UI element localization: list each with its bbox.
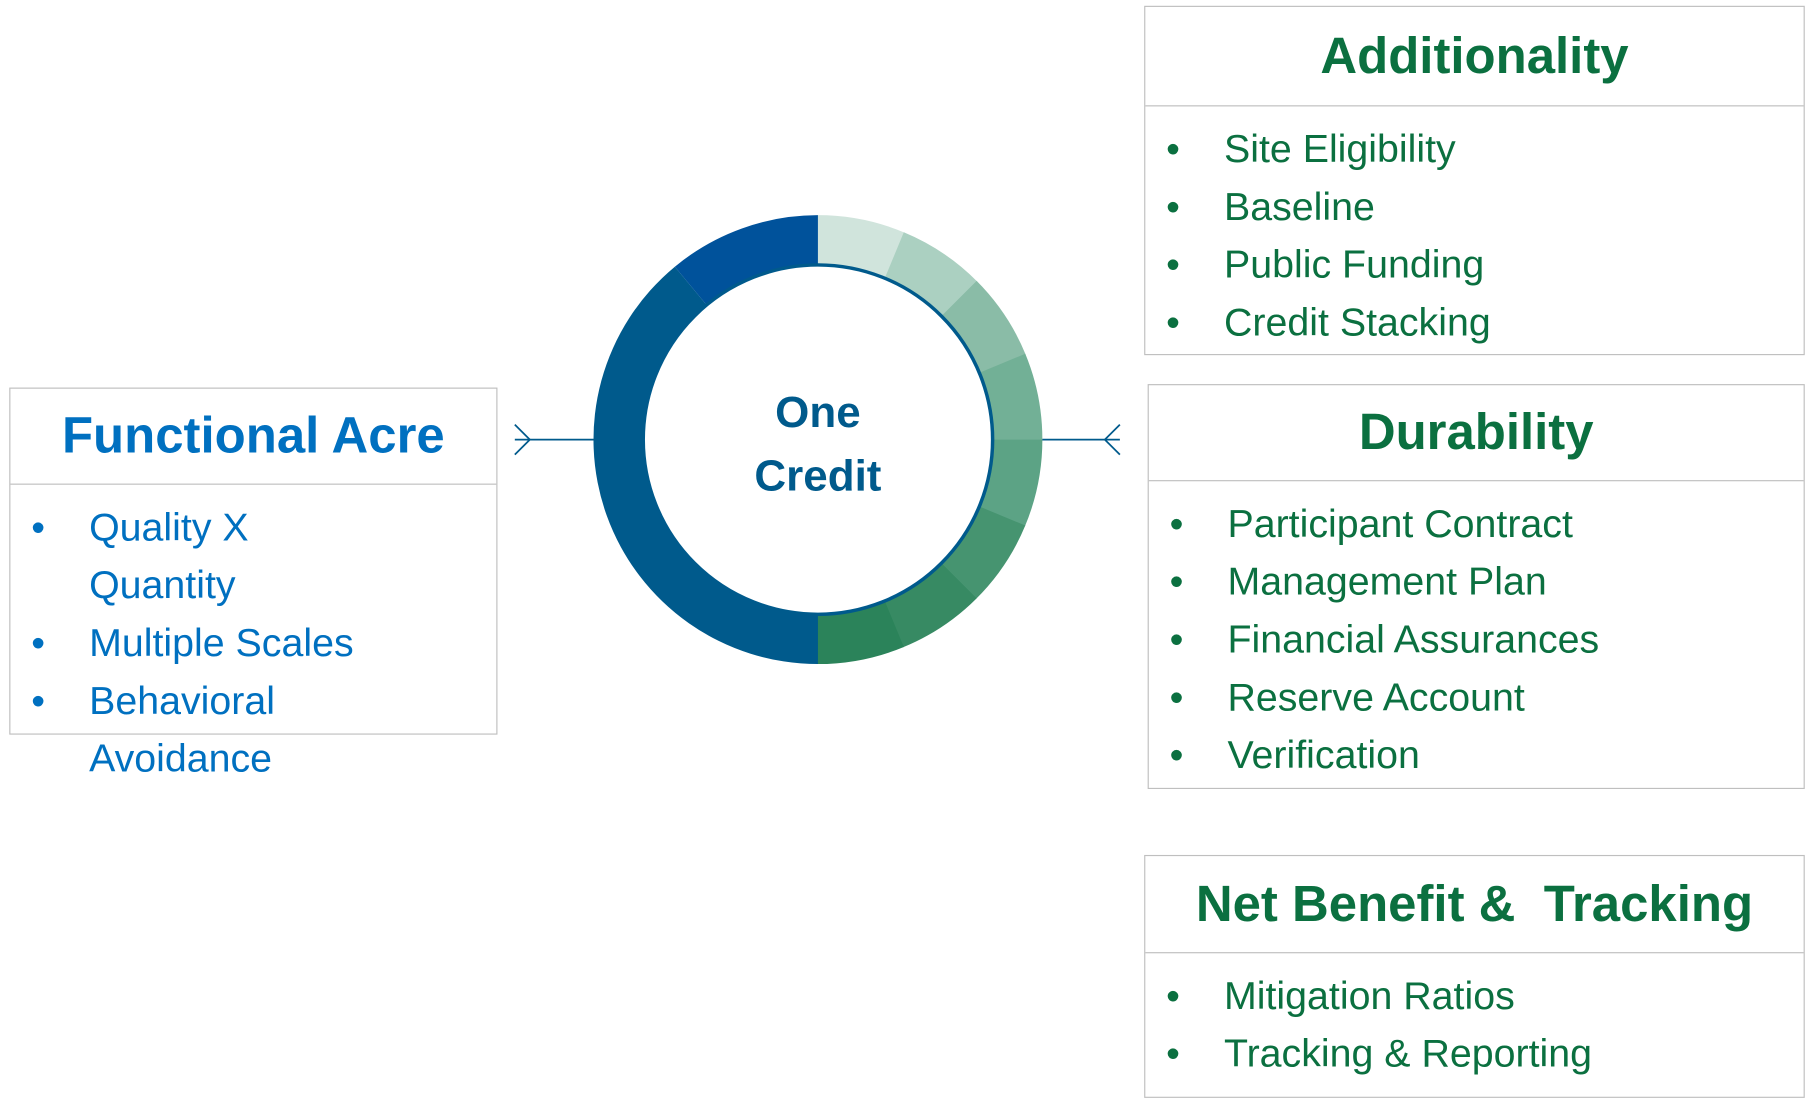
list-item: Reserve Account bbox=[1149, 669, 1804, 727]
connector bbox=[1104, 423, 1121, 441]
list-item: Verification bbox=[1149, 727, 1804, 785]
list-item: Multiple Scales bbox=[10, 614, 357, 672]
box: Net Benefit & TrackingMitigation RatiosT… bbox=[1144, 854, 1805, 1098]
inner-circle bbox=[641, 263, 995, 617]
ring-segment bbox=[883, 562, 977, 648]
item-list: Quality X QuantityMultiple ScalesBehavio… bbox=[10, 485, 357, 788]
ring-segment bbox=[593, 266, 818, 665]
ring-segment bbox=[978, 353, 1043, 441]
center-label: One Credit bbox=[702, 382, 933, 509]
ring-segment bbox=[977, 439, 1043, 527]
connector bbox=[1104, 439, 1121, 456]
center-line: One bbox=[775, 388, 861, 438]
box: AdditionalitySite EligibilityBaselinePub… bbox=[1144, 5, 1805, 356]
ring-segment bbox=[884, 232, 978, 318]
connector bbox=[514, 423, 531, 441]
list-item: Management Plan bbox=[1149, 553, 1804, 611]
list-item: Tracking & Reporting bbox=[1145, 1025, 1803, 1083]
list-item: Participant Contract bbox=[1149, 495, 1804, 553]
list-item: Quality X Quantity bbox=[10, 499, 357, 615]
box-title: Additionality bbox=[1145, 7, 1804, 107]
list-item: Baseline bbox=[1145, 178, 1803, 236]
box-title: Net Benefit & Tracking bbox=[1145, 856, 1804, 954]
box-title: Functional Acre bbox=[10, 389, 497, 485]
box-title: Durability bbox=[1148, 385, 1804, 482]
item-list: Site EligibilityBaselinePublic FundingCr… bbox=[1145, 106, 1803, 351]
connector bbox=[514, 439, 531, 456]
list-item: Financial Assurances bbox=[1149, 611, 1804, 669]
list-item: Site Eligibility bbox=[1145, 120, 1803, 178]
list-item: Behavioral Avoidance bbox=[10, 672, 357, 788]
ring-segment bbox=[816, 599, 904, 665]
box: DurabilityParticipant ContractManagement… bbox=[1147, 384, 1805, 790]
ring-segment bbox=[817, 215, 905, 280]
list-item: Mitigation Ratios bbox=[1145, 967, 1803, 1025]
list-item: Public Funding bbox=[1145, 236, 1803, 294]
list-item: Credit Stacking bbox=[1145, 294, 1803, 352]
item-list: Mitigation RatiosTracking & Reporting bbox=[1145, 953, 1803, 1083]
center-line: Credit bbox=[754, 452, 882, 501]
box: Functional Acre Quality X QuantityMultipl… bbox=[9, 387, 498, 781]
ring-segment bbox=[940, 506, 1026, 600]
item-list: Participant ContractManagement PlanFinan… bbox=[1149, 481, 1804, 784]
ring-segment bbox=[674, 215, 818, 306]
ring-segment bbox=[940, 280, 1026, 375]
